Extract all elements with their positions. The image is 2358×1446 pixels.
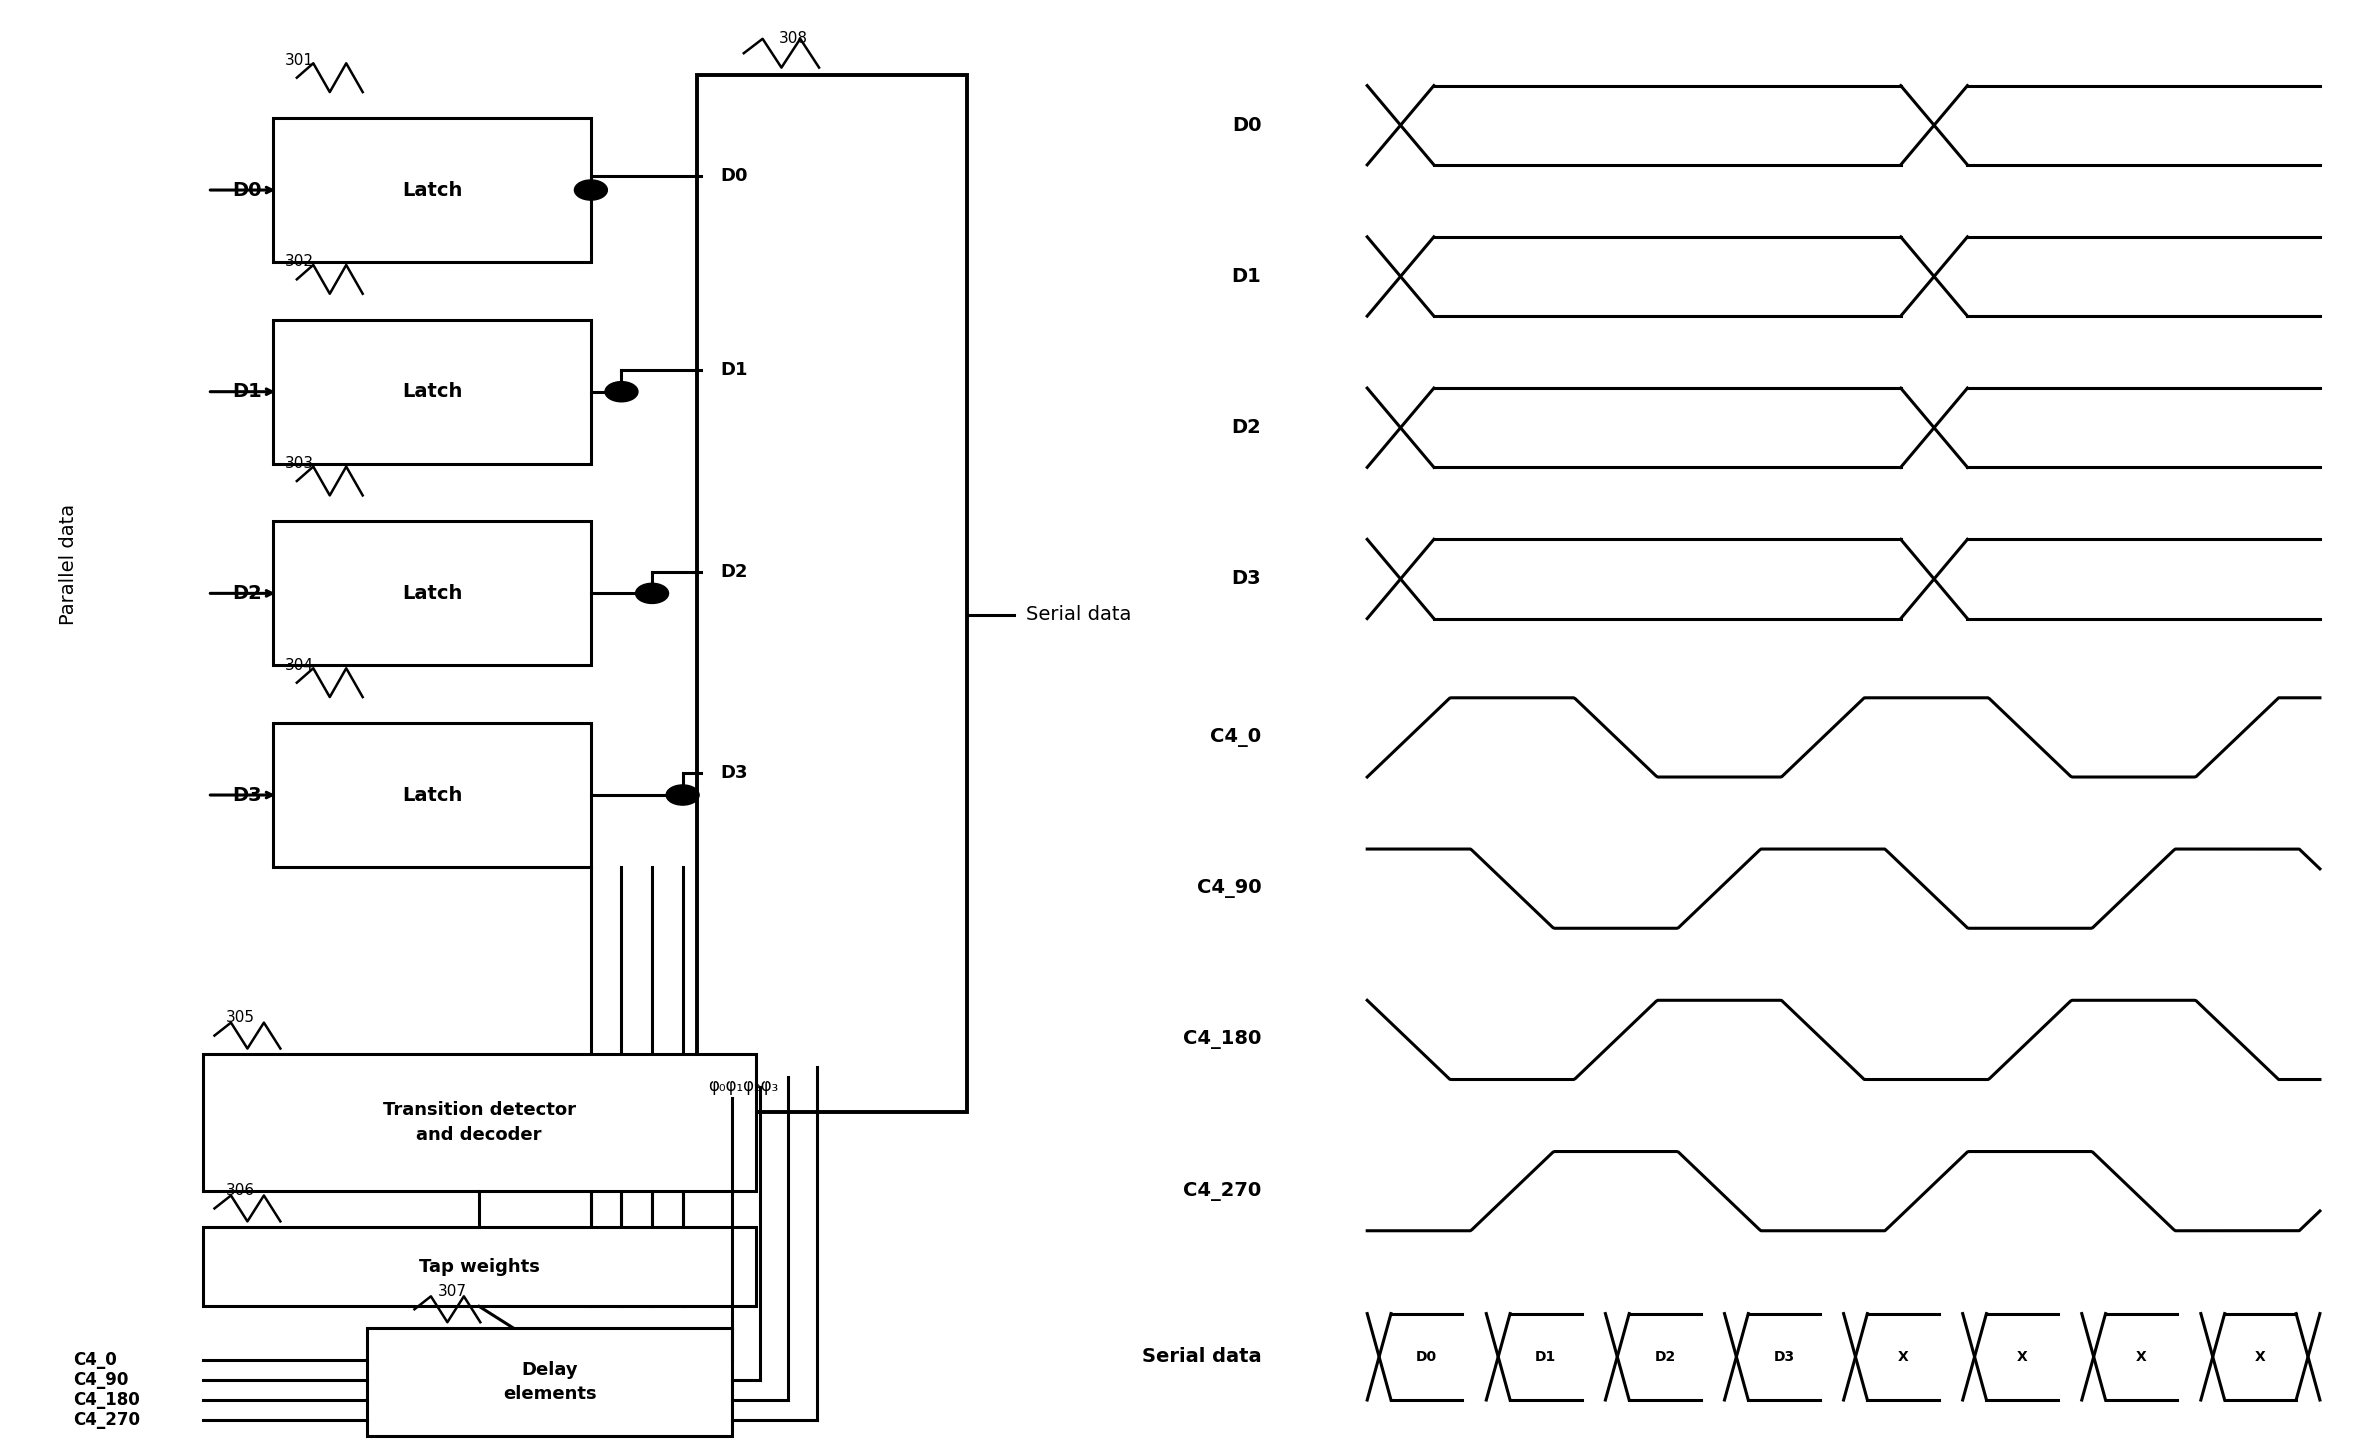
Bar bbox=[203, 1228, 755, 1306]
Text: Latch: Latch bbox=[401, 584, 462, 603]
Text: C4_90: C4_90 bbox=[1198, 879, 1262, 898]
Text: Serial data: Serial data bbox=[1141, 1348, 1262, 1366]
Text: D1: D1 bbox=[719, 362, 747, 379]
Text: Serial data: Serial data bbox=[1026, 606, 1132, 625]
Text: D1: D1 bbox=[1535, 1349, 1556, 1364]
Text: D3: D3 bbox=[231, 785, 262, 804]
Text: 303: 303 bbox=[285, 455, 314, 471]
Text: D3: D3 bbox=[719, 765, 747, 782]
Text: D2: D2 bbox=[231, 584, 262, 603]
Text: 301: 301 bbox=[285, 52, 314, 68]
Text: D2: D2 bbox=[719, 562, 747, 581]
Circle shape bbox=[637, 583, 670, 603]
Text: D2: D2 bbox=[1655, 1349, 1677, 1364]
Text: Latch: Latch bbox=[401, 382, 462, 401]
Text: D3: D3 bbox=[1773, 1349, 1794, 1364]
Text: C4_270: C4_270 bbox=[73, 1411, 141, 1429]
Text: D1: D1 bbox=[1231, 268, 1262, 286]
Circle shape bbox=[667, 785, 698, 805]
Bar bbox=[274, 119, 592, 262]
Text: D0: D0 bbox=[719, 166, 747, 185]
Text: X: X bbox=[2136, 1349, 2146, 1364]
Text: 306: 306 bbox=[226, 1183, 255, 1199]
Text: Transition detector
and decoder: Transition detector and decoder bbox=[382, 1102, 575, 1144]
Text: C4_180: C4_180 bbox=[73, 1391, 139, 1408]
Text: Parallel data: Parallel data bbox=[59, 505, 78, 625]
Text: 308: 308 bbox=[778, 30, 809, 46]
Text: D0: D0 bbox=[231, 181, 262, 200]
Bar bbox=[274, 723, 592, 868]
Text: 302: 302 bbox=[285, 254, 314, 269]
Text: D0: D0 bbox=[1417, 1349, 1438, 1364]
Text: φ₀φ₁φ₂φ₃: φ₀φ₁φ₂φ₃ bbox=[707, 1077, 778, 1095]
Text: D0: D0 bbox=[1231, 116, 1262, 134]
Text: X: X bbox=[2254, 1349, 2266, 1364]
Text: C4_90: C4_90 bbox=[73, 1371, 130, 1388]
Text: X: X bbox=[2016, 1349, 2028, 1364]
Text: C4_0: C4_0 bbox=[73, 1351, 118, 1369]
Text: X: X bbox=[1898, 1349, 1908, 1364]
Text: D1: D1 bbox=[231, 382, 262, 401]
Bar bbox=[203, 1054, 755, 1192]
Text: 307: 307 bbox=[439, 1284, 467, 1299]
Circle shape bbox=[575, 179, 608, 200]
Bar bbox=[274, 522, 592, 665]
Text: Delay
elements: Delay elements bbox=[502, 1361, 597, 1403]
Bar bbox=[696, 75, 967, 1112]
Bar bbox=[368, 1327, 731, 1436]
Text: 305: 305 bbox=[226, 1011, 255, 1025]
Text: Latch: Latch bbox=[401, 181, 462, 200]
Bar bbox=[274, 320, 592, 464]
Text: C4_0: C4_0 bbox=[1210, 727, 1262, 748]
Text: C4_180: C4_180 bbox=[1184, 1031, 1262, 1050]
Text: Latch: Latch bbox=[401, 785, 462, 804]
Text: D2: D2 bbox=[1231, 418, 1262, 437]
Text: 304: 304 bbox=[285, 658, 314, 672]
Text: D3: D3 bbox=[1231, 570, 1262, 589]
Text: Tap weights: Tap weights bbox=[420, 1258, 540, 1275]
Circle shape bbox=[606, 382, 639, 402]
Text: C4_270: C4_270 bbox=[1184, 1181, 1262, 1200]
